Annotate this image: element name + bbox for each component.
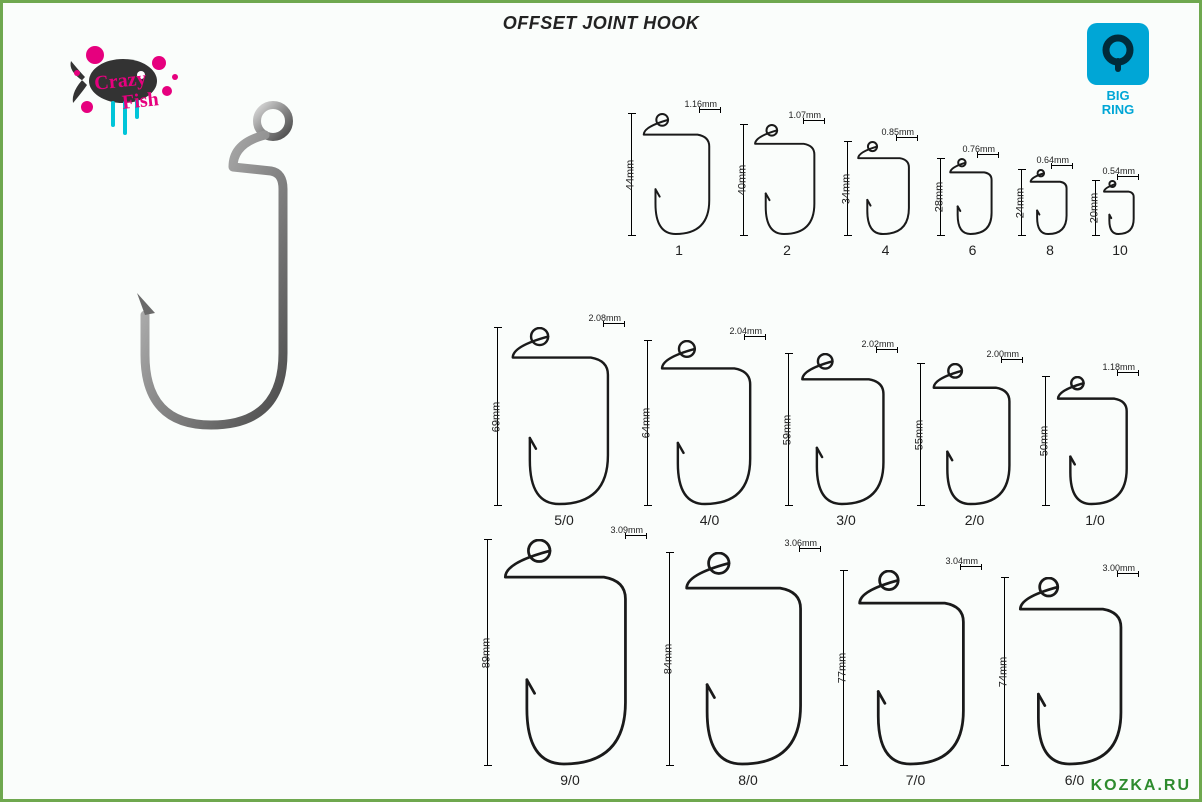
size-label: 9/0 — [560, 772, 579, 788]
size-label: 1 — [675, 242, 683, 258]
height-label: 89mm — [480, 637, 492, 668]
hook-size-6: 28mm 0.76mm 6 — [946, 158, 999, 258]
hook-row-large: 89mm 3.09mm 9/0 84mm 3.06mm — [3, 538, 1179, 788]
height-label: 28mm — [933, 182, 945, 213]
hook-size-3-0: 59mm 2.02mm 3/0 — [794, 353, 898, 528]
height-label: 24mm — [1014, 187, 1026, 218]
wire-label: 0.54mm — [1102, 166, 1135, 176]
size-label: 2 — [783, 242, 791, 258]
hook-size-2-0: 55mm 2.00mm 2/0 — [926, 363, 1023, 528]
size-label: 6/0 — [1065, 772, 1084, 788]
size-label: 1/0 — [1085, 512, 1104, 528]
wire-label: 2.04mm — [729, 326, 762, 336]
height-label: 59mm — [781, 414, 793, 445]
height-label: 84mm — [662, 644, 674, 675]
wire-label: 0.85mm — [881, 127, 914, 137]
hook-size-8: 24mm 0.64mm 8 — [1027, 169, 1073, 258]
wire-label: 2.00mm — [986, 349, 1019, 359]
height-label: 20mm — [1088, 193, 1100, 224]
wire-label: 2.08mm — [588, 313, 621, 323]
height-label: 34mm — [840, 173, 852, 204]
wire-label: 2.02mm — [861, 339, 894, 349]
hook-size-9-0: 89mm 3.09mm 9/0 — [493, 539, 647, 788]
size-label: 2/0 — [965, 512, 984, 528]
wire-label: 0.64mm — [1036, 155, 1069, 165]
hook-size-6-0: 74mm 3.00mm 6/0 — [1010, 577, 1139, 788]
height-label: 64mm — [640, 408, 652, 439]
hook-size-8-0: 84mm 3.06mm 8/0 — [675, 552, 821, 788]
watermark: KOZKA.RU — [1091, 777, 1191, 795]
size-label: 8/0 — [738, 772, 757, 788]
height-label: 44mm — [624, 159, 636, 190]
wire-label: 3.09mm — [610, 525, 643, 535]
size-label: 10 — [1112, 242, 1128, 258]
hook-size-7-0: 77mm 3.04mm 7/0 — [849, 570, 982, 788]
size-label: 8 — [1046, 242, 1054, 258]
wire-label: 1.07mm — [788, 110, 821, 120]
size-label: 4/0 — [700, 512, 719, 528]
size-label: 6 — [969, 242, 977, 258]
hook-size-1: 44mm 1.16mm 1 — [637, 113, 721, 258]
height-label: 74mm — [997, 656, 1009, 687]
height-label: 69mm — [490, 401, 502, 432]
hook-row-small: 44mm 1.16mm 1 40mm 1.07mm — [3, 63, 1179, 258]
hook-size-4-0: 64mm 2.04mm 4/0 — [653, 340, 766, 528]
hook-size-2: 40mm 1.07mm 2 — [749, 124, 825, 258]
diagram-frame: OFFSET JOINT HOOK Crazy Fish — [0, 0, 1202, 802]
wire-label: 1.16mm — [684, 99, 717, 109]
hook-size-5-0: 69mm 2.08mm 5/0 — [503, 327, 625, 528]
wire-label: 0.76mm — [962, 144, 995, 154]
hook-row-medium: 69mm 2.08mm 5/0 64mm 2.04mm — [3, 273, 1179, 528]
size-label: 3/0 — [836, 512, 855, 528]
size-label: 5/0 — [554, 512, 573, 528]
page-title: OFFSET JOINT HOOK — [3, 13, 1199, 34]
wire-label: 3.04mm — [945, 556, 978, 566]
wire-label: 3.06mm — [784, 538, 817, 548]
hook-size-4: 34mm 0.85mm 4 — [853, 141, 918, 258]
height-label: 77mm — [836, 653, 848, 684]
hook-size-10: 20mm 0.54mm 10 — [1101, 180, 1139, 258]
size-label: 4 — [882, 242, 890, 258]
height-label: 55mm — [913, 419, 925, 450]
height-label: 50mm — [1038, 426, 1050, 457]
hook-grid: 44mm 1.16mm 1 40mm 1.07mm — [3, 63, 1179, 789]
wire-label: 1.18mm — [1102, 362, 1135, 372]
size-label: 7/0 — [906, 772, 925, 788]
hook-size-1-0: 50mm 1.18mm 1/0 — [1051, 376, 1139, 528]
height-label: 40mm — [736, 165, 748, 196]
wire-label: 3.00mm — [1102, 563, 1135, 573]
